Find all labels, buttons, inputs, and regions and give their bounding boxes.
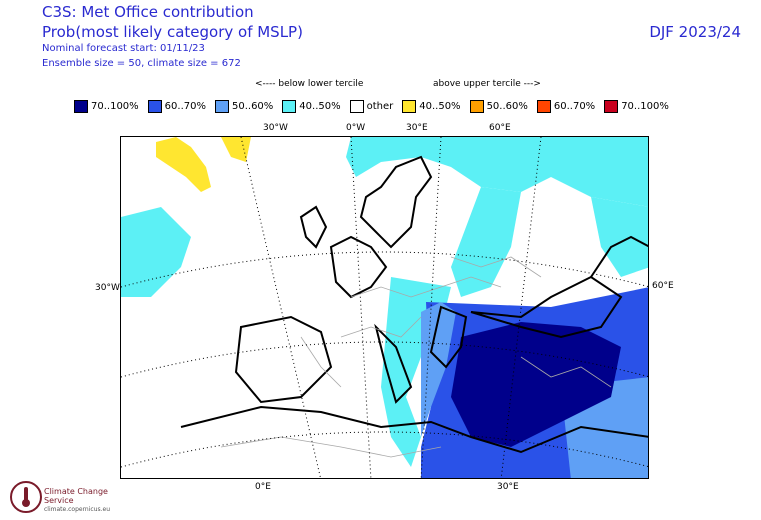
legend-label: other: [366, 100, 394, 112]
map-panel: [120, 136, 649, 479]
legend-swatch: [349, 99, 364, 113]
tick-left-30w: 30°W: [95, 283, 120, 293]
legend-label: 40..50%: [419, 100, 461, 112]
season-label: DJF 2023/24: [649, 23, 741, 41]
tick-top-60e: 60°E: [489, 123, 511, 133]
chart-title: C3S: Met Office contribution: [42, 3, 254, 21]
graticule: [121, 137, 648, 478]
tick-bottom-0: 0°E: [255, 482, 271, 492]
legend-swatch: [536, 99, 551, 113]
legend-item: other: [349, 98, 403, 114]
tick-top-30w: 30°W: [263, 123, 288, 133]
legend-label: 60..70%: [164, 100, 206, 112]
legend-swatch: [282, 99, 297, 113]
legend-item: 50..60%: [214, 98, 282, 114]
logo-name: Climate Change Service: [44, 487, 108, 505]
legend-label: 70..100%: [91, 100, 139, 112]
legend-label: 50..60%: [231, 100, 274, 112]
probability-map: [121, 137, 648, 478]
legend-swatch: [402, 99, 417, 113]
blue-regions: [421, 287, 648, 478]
legend-label: 40..50%: [299, 100, 341, 112]
tick-top-0: 0°W: [346, 123, 366, 133]
legend-swatch: [214, 99, 229, 113]
tick-bottom-30e: 30°E: [497, 482, 519, 492]
coastlines: [180, 155, 648, 454]
legend-item: 60..70%: [147, 98, 215, 114]
tick-top-30e: 30°E: [406, 123, 428, 133]
legend-item: 40..50%: [282, 98, 349, 114]
legend-label: 50..60%: [486, 100, 528, 112]
legend-below-label: <---- below lower tercile: [255, 79, 364, 89]
legend-label: 70..100%: [621, 100, 669, 112]
legend-swatch: [469, 99, 484, 113]
logo-url[interactable]: climate.copernicus.eu: [44, 506, 111, 513]
legend-item: 50..60%: [469, 98, 537, 114]
copernicus-logo-icon: [10, 481, 42, 513]
chart-subtitle: Prob(most likely category of MSLP): [42, 23, 303, 41]
legend-above-label: above upper tercile --->: [433, 79, 541, 89]
legend-item: 70..100%: [74, 98, 148, 114]
tick-right-60e: 60°E: [652, 281, 674, 291]
legend-swatch: [74, 99, 88, 113]
legend-label: 60..70%: [553, 100, 596, 112]
ensemble-size-text: Ensemble size = 50, climate size = 672: [42, 58, 241, 69]
legend-item: 60..70%: [536, 98, 604, 114]
legend-item: 40..50%: [402, 98, 469, 114]
yellow-region: [156, 137, 251, 192]
legend-item: 70..100%: [604, 98, 678, 114]
legend-swatch: [604, 99, 619, 113]
legend: 70..100% 60..70% 50..60% 40..50% other 40..50…: [74, 98, 678, 114]
country-borders: [220, 256, 612, 458]
forecast-start-text: Nominal forecast start: 01/11/23: [42, 43, 205, 54]
legend-swatch: [147, 99, 162, 113]
